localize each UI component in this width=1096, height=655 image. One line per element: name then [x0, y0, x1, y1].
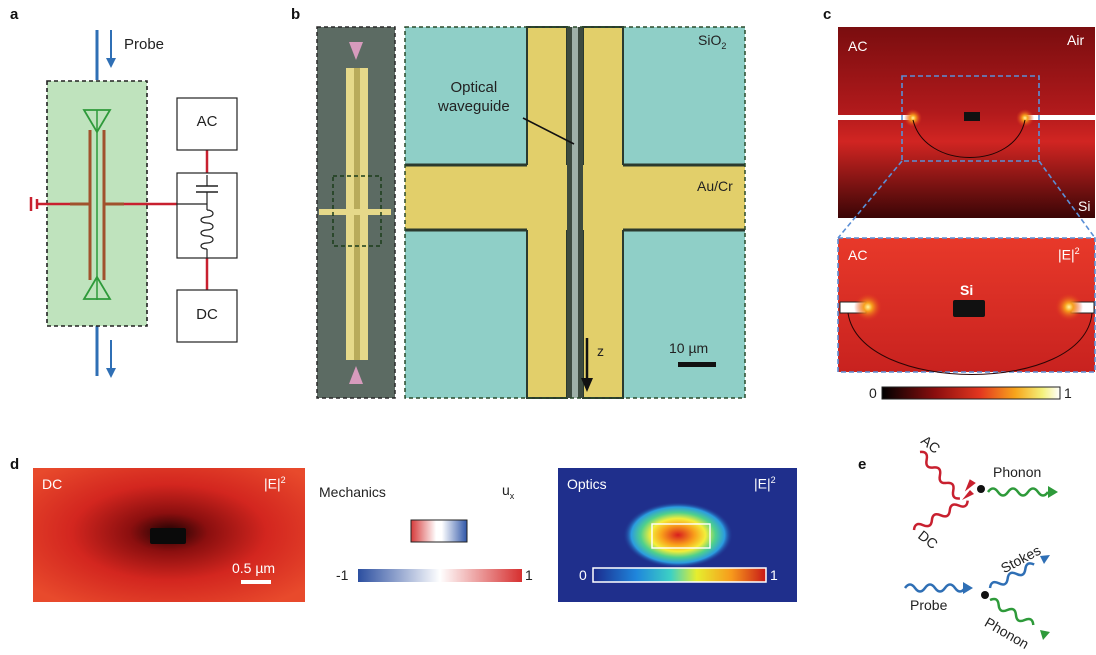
c-field-text: |E| [1058, 246, 1075, 263]
c-top-ac-label: AC [848, 38, 868, 54]
e-vertex-top [977, 485, 985, 493]
d-dc-label: DC [42, 476, 63, 492]
d-dc-core [150, 528, 186, 544]
taper-bottom [82, 275, 112, 300]
c-si-core-top [964, 112, 980, 121]
e-phonon-top-wave [986, 487, 1050, 497]
panel-letter-d: d [10, 456, 20, 473]
overview-taper-top [349, 42, 363, 60]
panel-a-circuit [29, 30, 238, 378]
waveguide-label: Optical waveguide [438, 78, 510, 116]
e-vertex-bottom [981, 591, 989, 599]
panel-d-fields [33, 468, 797, 602]
e-dc-wave [912, 500, 969, 531]
d-ux-sub: x [509, 490, 515, 501]
zoom-waveguide [572, 27, 578, 398]
d-dc-scale-bar [241, 580, 271, 584]
c-colorbar [881, 386, 1061, 400]
d-mech-min: -1 [336, 567, 349, 583]
probe-arrow-bottom-head [106, 368, 116, 378]
overview-crossbar [319, 209, 391, 215]
panel-b-micrograph [316, 26, 746, 399]
overview-taper-bottom [349, 366, 363, 384]
d-ux-label: ux [502, 482, 514, 501]
ac-source-box [176, 97, 238, 151]
dc-source-label: DC [196, 306, 218, 323]
c-field-sup: 2 [1074, 246, 1080, 256]
c-si-core-bottom [953, 300, 985, 317]
d-dc-field-sup: 2 [280, 475, 286, 485]
e-phonon-top-label: Phonon [993, 464, 1042, 480]
c-left-electrode [838, 115, 913, 120]
d-optics-colorbar [592, 567, 767, 583]
e-stokes-wave [988, 562, 1035, 589]
c-cbar-max: 1 [1064, 385, 1072, 401]
e-phonon-top-arrow [1048, 486, 1058, 498]
dc-source-box [176, 289, 238, 343]
d-dc-field-text: |E| [264, 475, 281, 492]
panel-letter-b: b [291, 6, 301, 23]
d-optics-label: Optics [567, 476, 607, 492]
e-probe-arrow [963, 582, 973, 594]
bias-tee-box [176, 172, 238, 259]
panel-letter-e: e [858, 456, 867, 473]
panel-letter-c: c [823, 6, 832, 23]
d-optics-core [651, 523, 711, 549]
d-optics-field-label: |E|2 [754, 475, 776, 492]
d-optics-mode [623, 502, 733, 568]
sio2-label: SiO2 [698, 32, 726, 51]
panel-c-fields [837, 27, 1096, 400]
d-optics-field-sup: 2 [770, 475, 776, 485]
aucr-label: Au/Cr [697, 178, 733, 194]
c-si-center-label: Si [960, 282, 974, 298]
e-dc-arrow [962, 490, 974, 500]
waveguide-label-line2: waveguide [438, 98, 510, 115]
e-ac-arrow [964, 479, 976, 492]
c-zoom-box [901, 75, 1040, 162]
sio2-text: SiO [698, 32, 722, 48]
d-mech-mode [410, 519, 468, 543]
e-probe-label: Probe [910, 597, 948, 613]
probe-label: Probe [124, 36, 165, 53]
ac-source-label: AC [196, 113, 218, 130]
c-cbar-min: 0 [869, 385, 877, 401]
z-label: z [597, 343, 604, 359]
d-mech-colorbar [358, 569, 522, 582]
e-stokes-arrow [1040, 555, 1050, 564]
d-dc-field-label: |E|2 [264, 475, 286, 492]
waveguide-pointer [522, 117, 575, 145]
probe-arrow-top-head [106, 58, 116, 68]
e-ac-wave [919, 450, 961, 500]
d-mech-max: 1 [525, 567, 533, 583]
c-right-electrode [1025, 115, 1095, 120]
e-probe-wave [903, 583, 967, 593]
taper-top [82, 109, 112, 134]
scale-label-b: 10 µm [669, 340, 709, 356]
d-ux-text: u [502, 482, 510, 498]
c-air-label: Air [1067, 32, 1085, 48]
panel-letter-a: a [10, 6, 19, 23]
waveguide-label-line1: Optical [450, 79, 498, 96]
e-phonon-bottom-arrow [1040, 630, 1050, 640]
d-dc-scale-label: 0.5 µm [232, 560, 276, 576]
c-si-corner-label: Si [1078, 198, 1091, 214]
overview-zoom-box [332, 175, 382, 247]
d-optics-min: 0 [579, 567, 587, 583]
e-phonon-bottom-wave [989, 597, 1035, 626]
d-optics-field-text: |E| [754, 475, 771, 492]
c-field-label: |E|2 [1058, 246, 1080, 263]
d-optics-max: 1 [770, 567, 778, 583]
sio2-sub: 2 [721, 40, 727, 51]
inductor-coil [200, 209, 214, 250]
z-arrow-head [581, 378, 593, 392]
d-mechanics-label: Mechanics [319, 484, 386, 500]
c-bottom-ac-label: AC [848, 247, 868, 263]
scale-bar-b [678, 362, 716, 367]
